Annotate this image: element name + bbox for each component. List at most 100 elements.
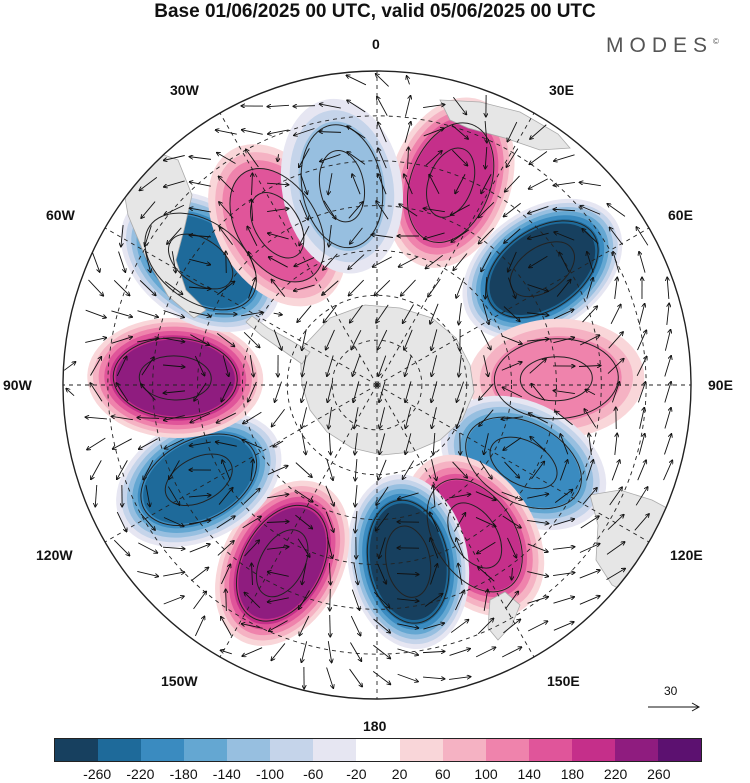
wind-vector (582, 488, 597, 505)
colorbar-swatch (485, 739, 529, 761)
wind-vector (607, 358, 624, 374)
wind-vector (554, 489, 573, 503)
wind-vector (553, 337, 574, 344)
longitude-label-180: 180 (363, 718, 387, 734)
wind-vector (405, 433, 412, 454)
anomaly-pos-5 (87, 317, 264, 438)
wind-vector (475, 517, 496, 526)
wind-vector (405, 381, 412, 402)
wind-vector (297, 305, 312, 323)
wind-vector (634, 514, 649, 531)
wind-vector (528, 205, 549, 213)
wind-vector (218, 487, 233, 505)
wind-vector (639, 251, 646, 273)
wind-vector (579, 596, 600, 605)
wind-vector (582, 229, 599, 244)
wind-vector (553, 154, 575, 161)
wind-vector (559, 252, 570, 273)
wind-vector (485, 120, 487, 143)
wind-vector (457, 407, 464, 429)
wind-vector (163, 415, 185, 421)
wind-vector (139, 280, 156, 295)
longitude-label-120w: 120W (36, 547, 73, 563)
wind-vector (475, 491, 496, 501)
wind-vector (241, 130, 263, 135)
contour-lines (112, 122, 619, 624)
colorbar-swatch (313, 739, 357, 761)
wind-vector (164, 281, 183, 294)
wind-vector (430, 303, 439, 324)
wind-vector (348, 254, 365, 270)
wind-vector (242, 647, 263, 657)
wind-vector (163, 310, 185, 318)
wind-vector (637, 330, 646, 351)
wind-vector (138, 438, 158, 450)
wind-vector (431, 459, 437, 480)
wind-vector (274, 381, 282, 403)
height-contour (318, 150, 365, 223)
wind-vector (430, 564, 437, 585)
colorbar (54, 738, 702, 762)
wind-vector (350, 304, 363, 323)
wind-vector (169, 460, 180, 479)
wind-vector (299, 148, 310, 167)
longitude-label-120e: 120E (670, 547, 703, 563)
wind-vector (252, 563, 253, 586)
wind-vector (144, 251, 150, 272)
wind-vector (559, 460, 567, 481)
wind-vector (271, 408, 285, 427)
wind-vector (530, 437, 547, 452)
wind-vector (226, 589, 227, 612)
wind-vector (243, 332, 260, 347)
wind-vector (449, 677, 471, 680)
wind-vector (405, 355, 412, 377)
contour-pos-4 (235, 504, 329, 622)
wind-vector (481, 174, 492, 193)
wind-vector (582, 306, 598, 323)
height-contour (465, 416, 582, 510)
wind-vector (141, 384, 156, 401)
wind-vector (579, 182, 601, 187)
wind-vector (121, 225, 124, 247)
wind-vector (141, 201, 156, 219)
wind-vector (611, 382, 619, 403)
wind-vector (299, 225, 310, 246)
wind-vector (527, 597, 549, 604)
wind-vector (639, 407, 645, 429)
wind-vector (459, 303, 462, 325)
longitude-label-30w: 30W (170, 82, 199, 98)
wind-vector (355, 485, 357, 507)
wind-vector (85, 338, 106, 343)
wind-vector (503, 619, 520, 634)
wind-vector (277, 154, 278, 162)
wind-vector (189, 258, 210, 264)
wind-vector (248, 278, 256, 299)
height-contour (406, 122, 495, 244)
wind-vector (664, 407, 671, 429)
wind-vector (189, 208, 211, 213)
wind-vector (352, 174, 361, 195)
latitude-circle (331, 339, 423, 431)
wind-vector (407, 147, 408, 170)
wind-vector (449, 494, 471, 499)
wind-vector (294, 489, 313, 502)
wind-vector (430, 538, 439, 559)
wind-vector (241, 312, 263, 317)
wind-vector (355, 511, 357, 533)
wind-vector (377, 96, 388, 116)
wind-vector (404, 174, 413, 195)
wind-vector (527, 494, 549, 499)
wind-vector (397, 598, 419, 601)
wind-vector (432, 407, 437, 428)
wind-vector (453, 96, 466, 115)
wind-vector (162, 547, 185, 549)
wind-vector (606, 568, 626, 581)
height-contour (489, 436, 558, 490)
colorbar-swatch (141, 739, 185, 761)
height-contour (519, 356, 593, 402)
wind-vector (145, 225, 152, 247)
longitude-label-0: 0 (372, 36, 380, 52)
wind-vector (553, 209, 576, 211)
wind-vector (350, 642, 361, 662)
wind-vector (482, 303, 489, 324)
